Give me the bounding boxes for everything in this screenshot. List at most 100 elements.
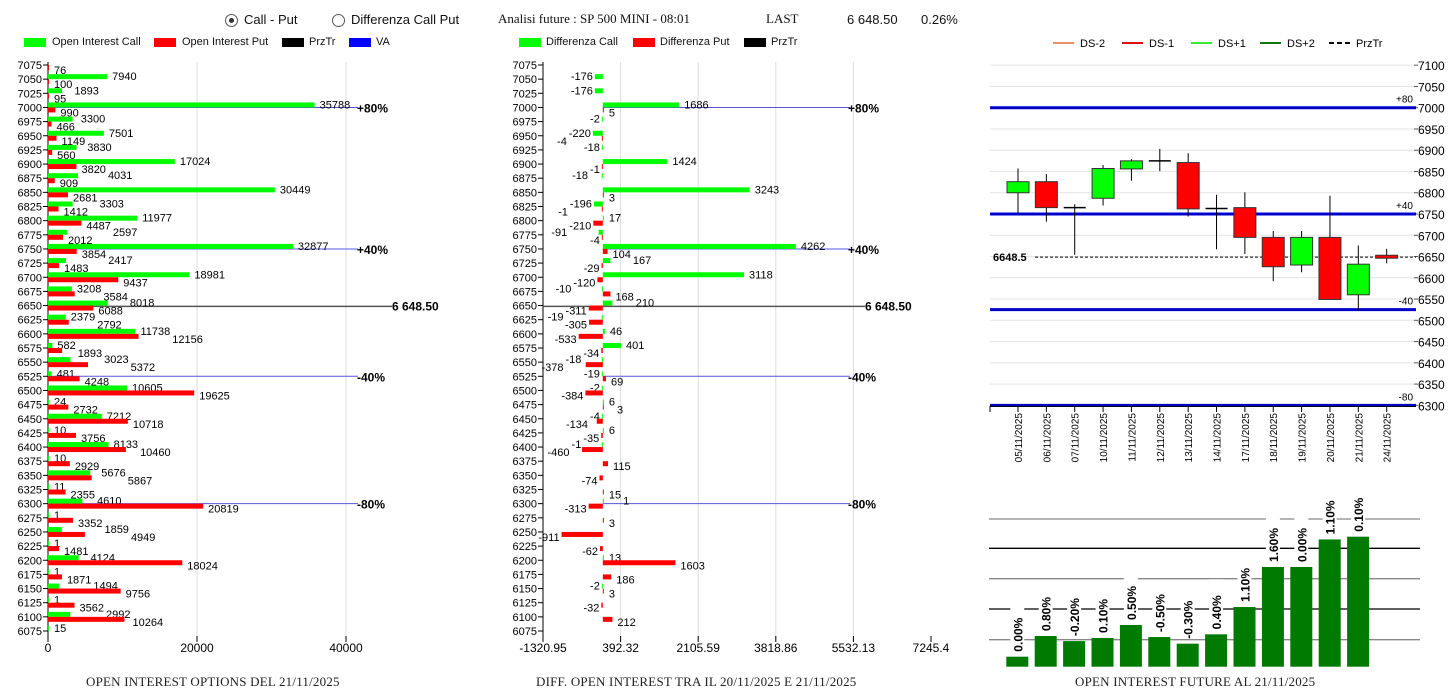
y-tick-label: 6325 xyxy=(513,485,537,497)
y-tick-label: 6500 xyxy=(1418,314,1445,328)
bar-call xyxy=(48,159,175,165)
last-value: 6 648.50 xyxy=(847,12,898,27)
y-tick-label: 6550 xyxy=(1418,293,1445,307)
y-tick-label: 6300 xyxy=(1418,399,1445,413)
bar-call xyxy=(48,201,73,207)
y-tick-label: 6900 xyxy=(1418,144,1445,158)
bar-call xyxy=(48,569,49,575)
candle-up xyxy=(1091,168,1115,199)
bar-diff-call-label: -4 xyxy=(590,411,600,423)
bar-put xyxy=(48,206,59,212)
y-tick-label: 6525 xyxy=(513,371,537,383)
bar-call-label: 11977 xyxy=(142,213,172,225)
radio-differenza-call-put[interactable] xyxy=(332,14,345,27)
y-tick-label: 6575 xyxy=(18,343,42,355)
future-bar-label: 0.50% xyxy=(1125,586,1139,620)
y-tick-label: 6975 xyxy=(18,117,42,129)
bar-put-label: 5867 xyxy=(128,475,152,487)
bar-diff-call xyxy=(602,159,668,165)
bar-call xyxy=(48,555,79,561)
analysis-title: Analisi future : SP 500 MINI - 08:01 xyxy=(498,11,690,26)
date-label: 20/11/2025 xyxy=(1326,413,1337,463)
radio-call-put[interactable] xyxy=(225,14,238,27)
y-tick-label: 6275 xyxy=(513,513,537,525)
bar-put-label: 1481 xyxy=(64,546,88,558)
future-bar xyxy=(1205,634,1228,667)
bar-put xyxy=(48,79,49,85)
y-tick-label: 6250 xyxy=(18,527,42,539)
bar-diff-put xyxy=(602,616,613,622)
bar-put-label: 12156 xyxy=(172,334,203,346)
bar-call xyxy=(48,626,49,631)
y-tick-label: 6600 xyxy=(513,329,537,341)
bar-diff-call-label: -91 xyxy=(551,227,567,239)
y-tick-label: 6825 xyxy=(18,202,42,214)
y-tick-label: 7050 xyxy=(18,74,42,86)
bar-call xyxy=(48,229,68,235)
bar-diff-call xyxy=(602,258,611,264)
y-tick-label: 6225 xyxy=(18,541,42,553)
bar-put-label: 19625 xyxy=(199,390,230,402)
radio-call-put-label[interactable]: Call - Put xyxy=(244,12,298,27)
bar-diff-put-label: 3 xyxy=(617,405,623,417)
bar-diff-put xyxy=(601,263,603,269)
legend-open-interest-call: Open Interest Call xyxy=(52,36,141,48)
bar-diff-put xyxy=(602,248,608,254)
bar-diff-put xyxy=(602,404,604,410)
bar-put-label: 2355 xyxy=(71,490,95,502)
candle-down xyxy=(1375,254,1399,259)
va-line-label: -80% xyxy=(848,498,876,512)
bar-put xyxy=(48,560,183,566)
legend-przTr-2: PrzTr xyxy=(771,36,798,48)
radio-differenza-call-put-label[interactable]: Differenza Call Put xyxy=(351,12,460,27)
y-tick-label: 6125 xyxy=(513,598,537,610)
future-bar-label: 0.80% xyxy=(1040,597,1054,631)
legend-swatch-diff-put xyxy=(633,38,655,47)
future-bar xyxy=(1148,637,1171,667)
bar-call xyxy=(48,583,60,589)
future-bar-label-bg xyxy=(1123,569,1138,620)
future-bar-label-bg xyxy=(1237,552,1252,603)
bar-diff-put-label: -460 xyxy=(548,447,570,459)
y-tick-label: 6150 xyxy=(18,584,42,596)
y-tick-label: 6075 xyxy=(513,626,537,638)
bar-call-label: 15 xyxy=(54,623,66,635)
candle-down xyxy=(1261,236,1285,268)
y-tick-label: 6850 xyxy=(513,187,537,199)
bar-put-label: 1893 xyxy=(78,348,102,360)
bar-put-label: 2792 xyxy=(97,320,121,332)
date-label: 05/11/2025 xyxy=(1014,413,1025,463)
bar-put-label: 1483 xyxy=(64,263,88,275)
candle-down xyxy=(1233,207,1257,238)
bar-diff-call-label: -2 xyxy=(590,382,600,394)
bar-diff-call-label: 1 xyxy=(623,496,629,508)
y-tick-label: 6400 xyxy=(18,442,42,454)
bar-diff-call xyxy=(602,300,613,306)
y-tick-label: 6550 xyxy=(513,357,537,369)
bar-diff-put xyxy=(593,220,603,226)
y-tick-label: 6450 xyxy=(1418,336,1445,350)
bar-call-label: 17024 xyxy=(180,156,211,168)
bar-put xyxy=(48,432,76,438)
bar-call-label: 3303 xyxy=(99,199,123,211)
future-bar xyxy=(1006,656,1029,667)
bar-diff-put-label: -34 xyxy=(583,348,599,360)
x-tick-label: 2105.59 xyxy=(677,641,721,655)
bar-put-label: 5372 xyxy=(131,362,155,374)
bar-diff-put-label: -134 xyxy=(566,419,588,431)
bar-put xyxy=(48,305,94,311)
y-tick-label: 6075 xyxy=(18,626,42,638)
bar-put-label: 3756 xyxy=(81,433,105,445)
future-bar-label-bg xyxy=(1294,511,1309,562)
x-tick-label: 3818.86 xyxy=(754,641,798,655)
bar-diff-put xyxy=(602,461,609,467)
bar-call-label: 11 xyxy=(54,482,65,494)
y-tick-label: 6675 xyxy=(18,286,42,298)
candle-up xyxy=(1006,181,1030,194)
bar-put xyxy=(48,574,62,580)
bar-call-label: 1893 xyxy=(74,85,98,97)
future-bar-label: 0.10% xyxy=(1352,497,1366,531)
bar-diff-put xyxy=(599,475,603,481)
legend-swatch-call xyxy=(24,38,46,47)
price-line-label: 6648.5 xyxy=(993,252,1027,264)
